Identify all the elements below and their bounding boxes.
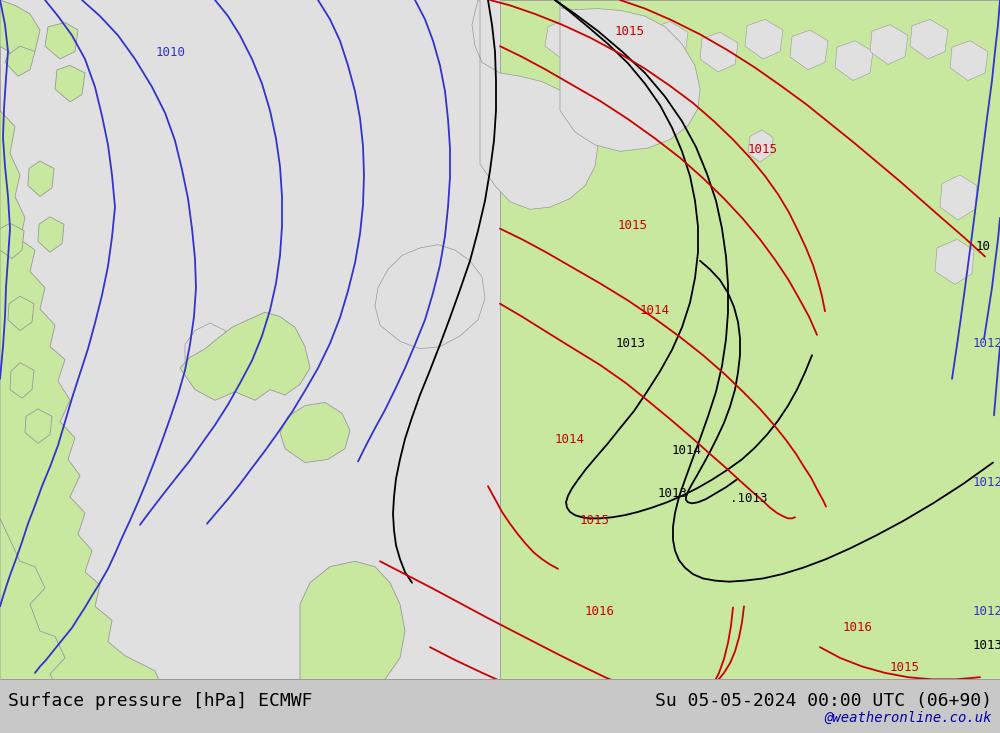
Polygon shape [835,41,873,81]
Polygon shape [28,161,54,196]
Polygon shape [55,65,85,102]
Text: 1013: 1013 [658,487,688,500]
Polygon shape [748,130,773,162]
Text: 1015: 1015 [615,26,645,38]
Polygon shape [38,217,64,252]
Text: @weatheronline.co.uk: @weatheronline.co.uk [824,710,992,724]
Text: 1015: 1015 [618,218,648,232]
Polygon shape [0,0,40,59]
Text: 1014: 1014 [640,304,670,317]
Polygon shape [700,32,738,72]
Polygon shape [950,41,988,81]
Polygon shape [910,19,948,59]
Polygon shape [45,23,78,59]
Polygon shape [280,402,350,463]
Polygon shape [10,363,34,398]
Polygon shape [870,25,908,65]
Polygon shape [5,46,35,76]
Polygon shape [8,296,34,331]
Polygon shape [0,0,230,733]
Polygon shape [940,175,977,220]
Text: Su 05-05-2024 00:00 UTC (06+90): Su 05-05-2024 00:00 UTC (06+90) [655,692,992,710]
Polygon shape [300,561,405,733]
Text: 1012: 1012 [973,605,1000,618]
Text: 1015: 1015 [748,144,778,156]
Polygon shape [0,224,24,259]
Polygon shape [790,30,828,70]
Polygon shape [560,0,700,151]
Text: 1015: 1015 [890,660,920,674]
Text: 1012: 1012 [973,336,1000,350]
Text: 1015: 1015 [580,514,610,527]
Polygon shape [180,312,310,400]
Text: 1013: 1013 [973,639,1000,652]
Text: 1010: 1010 [156,45,186,59]
Polygon shape [375,245,485,349]
Polygon shape [500,0,1000,733]
Polygon shape [25,409,52,443]
Polygon shape [600,11,638,48]
Text: 1013: 1013 [616,336,646,350]
Polygon shape [935,240,974,284]
Text: .1013: .1013 [730,493,768,505]
Text: 1014: 1014 [555,433,585,446]
Text: 10: 10 [976,240,991,253]
Polygon shape [185,323,235,384]
Polygon shape [745,19,783,59]
Text: 1014: 1014 [672,444,702,457]
Text: 1016: 1016 [585,605,615,618]
Polygon shape [545,19,582,59]
Text: 1012: 1012 [973,476,1000,489]
Polygon shape [0,518,90,733]
Polygon shape [650,21,688,61]
Text: Surface pressure [hPa] ECMWF: Surface pressure [hPa] ECMWF [8,692,312,710]
Bar [0,679,1000,733]
Text: 1016: 1016 [843,621,873,634]
Polygon shape [472,0,598,210]
